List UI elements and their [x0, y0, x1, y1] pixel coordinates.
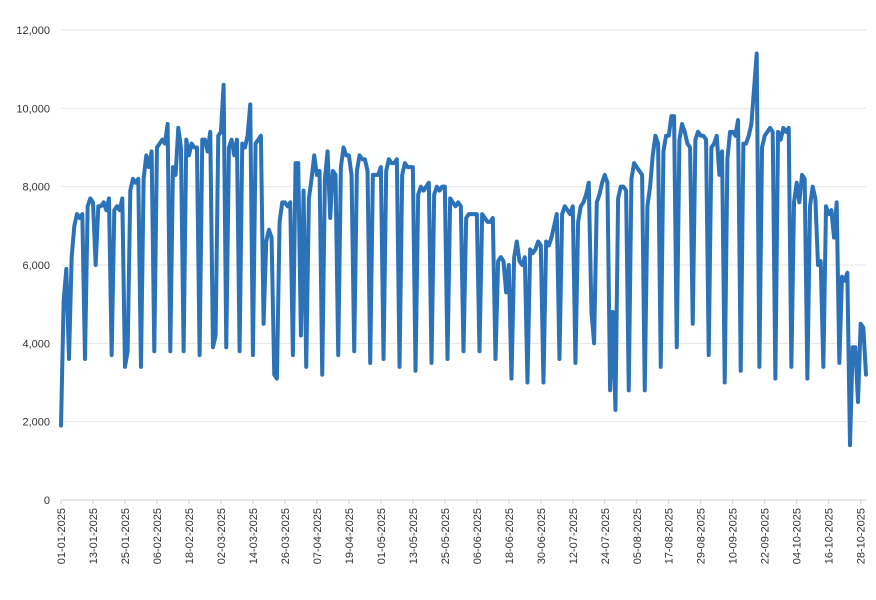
- x-tick-label: 30-06-2025: [536, 508, 548, 564]
- y-tick-label: 6,000: [22, 260, 50, 272]
- x-tick-label: 13-01-2025: [88, 508, 100, 564]
- y-tick-label: 12,000: [16, 25, 50, 37]
- x-tick-label: 29-08-2025: [696, 508, 708, 564]
- x-tick-label: 22-09-2025: [760, 508, 772, 564]
- x-tick-label: 16-10-2025: [824, 508, 836, 564]
- x-tick-label: 26-03-2025: [280, 508, 292, 564]
- x-tick-label: 24-07-2025: [600, 508, 612, 564]
- x-tick-label: 12-07-2025: [568, 508, 580, 564]
- x-tick-label: 04-10-2025: [792, 508, 804, 564]
- x-tick-label: 13-05-2025: [408, 508, 420, 564]
- x-tick-label: 18-06-2025: [504, 508, 516, 564]
- series-line: [59, 51, 868, 448]
- x-axis-tick-labels: 01-01-2025 13-01-2025 25-01-2025 06-02-2025…: [56, 500, 868, 564]
- x-tick-label: 14-03-2025: [248, 508, 260, 564]
- x-tick-label: 25-01-2025: [120, 508, 132, 564]
- x-tick-label: 18-02-2025: [184, 508, 196, 564]
- x-tick-label: 06-06-2025: [472, 508, 484, 564]
- x-tick-label: 25-05-2025: [440, 508, 452, 564]
- x-tick-label: 10-09-2025: [728, 508, 740, 564]
- x-tick-label: 06-02-2025: [152, 508, 164, 564]
- x-tick-label: 01-05-2025: [376, 508, 388, 564]
- y-tick-label: 0: [44, 495, 50, 507]
- x-tick-label: 05-08-2025: [632, 508, 644, 564]
- x-tick-label: 01-01-2025: [56, 508, 68, 564]
- x-tick-label: 19-04-2025: [344, 508, 356, 564]
- y-tick-label: 10,000: [16, 103, 50, 115]
- y-tick-label: 8,000: [22, 182, 50, 194]
- x-tick-label: 02-03-2025: [216, 508, 228, 564]
- x-tick-label: 07-04-2025: [312, 508, 324, 564]
- y-tick-label: 4,000: [22, 338, 50, 350]
- series-layer: [59, 51, 868, 448]
- x-tick-label: 28-10-2025: [856, 508, 868, 564]
- y-tick-label: 2,000: [22, 417, 50, 429]
- y-axis-tick-labels: 0 2,000 4,000 6,000 8,000 10,000 12,000: [16, 25, 50, 507]
- x-tick-label: 17-08-2025: [664, 508, 676, 564]
